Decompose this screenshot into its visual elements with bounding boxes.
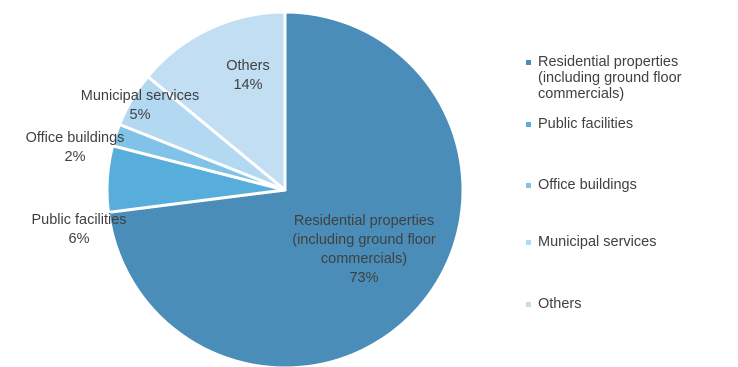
legend-label: Residential properties (including ground… <box>538 54 682 102</box>
slice-label-5: Others 14% <box>226 58 270 93</box>
pie-slice-5 <box>146 10 287 192</box>
chart-legend: Residential properties (including ground… <box>526 0 738 367</box>
legend-item-2: Public facilities <box>526 116 733 132</box>
legend-label: Office buildings <box>538 177 637 193</box>
legend-item-1: Residential properties (including ground… <box>526 54 733 102</box>
slice-label-2: Public facilities 6% <box>31 212 126 247</box>
slice-label-4: Municipal services 5% <box>81 88 199 123</box>
legend-label: Public facilities <box>538 116 634 132</box>
slice-label-3: Office buildings 2% <box>26 130 125 165</box>
pie-labels: Residential properties (including ground … <box>26 58 436 286</box>
pie-slices <box>105 10 465 367</box>
legend-item-3: Office buildings <box>526 177 733 193</box>
legend-swatch <box>526 122 531 127</box>
legend-label: Municipal services <box>538 234 657 250</box>
legend-item-5: Others <box>526 296 733 312</box>
legend-item-4: Municipal services <box>526 234 733 250</box>
slice-label-1: Residential properties (including ground … <box>292 213 436 286</box>
legend-swatch <box>526 60 531 65</box>
legend-swatch <box>526 302 531 307</box>
legend-label: Others <box>538 296 582 312</box>
legend-swatch <box>526 183 531 188</box>
legend-swatch <box>526 240 531 245</box>
